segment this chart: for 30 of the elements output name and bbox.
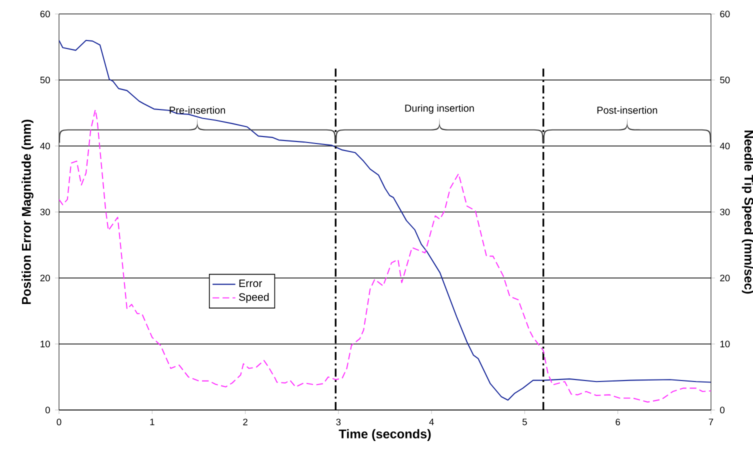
- y2-tick-label: 60: [720, 10, 730, 18]
- annotation: Post-insertion: [597, 106, 658, 114]
- y-tick-label: 0: [45, 406, 50, 414]
- y-tick-label: 30: [40, 208, 50, 216]
- y2-tick-label: 0: [720, 406, 725, 414]
- x-tick-label: 3: [336, 418, 341, 426]
- y2-tick-label: 10: [720, 340, 730, 348]
- legend-label: Error: [239, 280, 262, 288]
- x-tick-label: 6: [616, 418, 620, 426]
- x-tick-label: 7: [708, 418, 714, 426]
- y-tick-label: 40: [40, 142, 50, 150]
- y-tick-label: 10: [40, 340, 50, 348]
- x-tick-label: 4: [429, 418, 434, 426]
- annotation: Pre-insertion: [170, 106, 226, 114]
- y-axis-title: Position Error Magnitude (mm): [22, 120, 34, 304]
- y2-tick-label: 40: [720, 142, 730, 150]
- y2-tick-label: 20: [720, 274, 730, 282]
- x-tick-label: 1: [150, 418, 154, 426]
- line-series: [59, 40, 711, 401]
- annotation: During insertion: [405, 104, 474, 114]
- x-tick-label: 5: [522, 418, 527, 426]
- y-tick-label: 50: [40, 76, 50, 84]
- y2-tick-label: 50: [720, 76, 730, 84]
- y-tick-label: 20: [40, 274, 50, 282]
- y2-tick-label: 30: [720, 208, 730, 216]
- x-tick-label: 0: [56, 418, 62, 426]
- x-tick-label: 2: [243, 418, 248, 426]
- x-axis-title: Time (seconds): [338, 429, 431, 441]
- y-tick-label: 60: [40, 10, 50, 18]
- legend-label: Speed: [239, 292, 269, 303]
